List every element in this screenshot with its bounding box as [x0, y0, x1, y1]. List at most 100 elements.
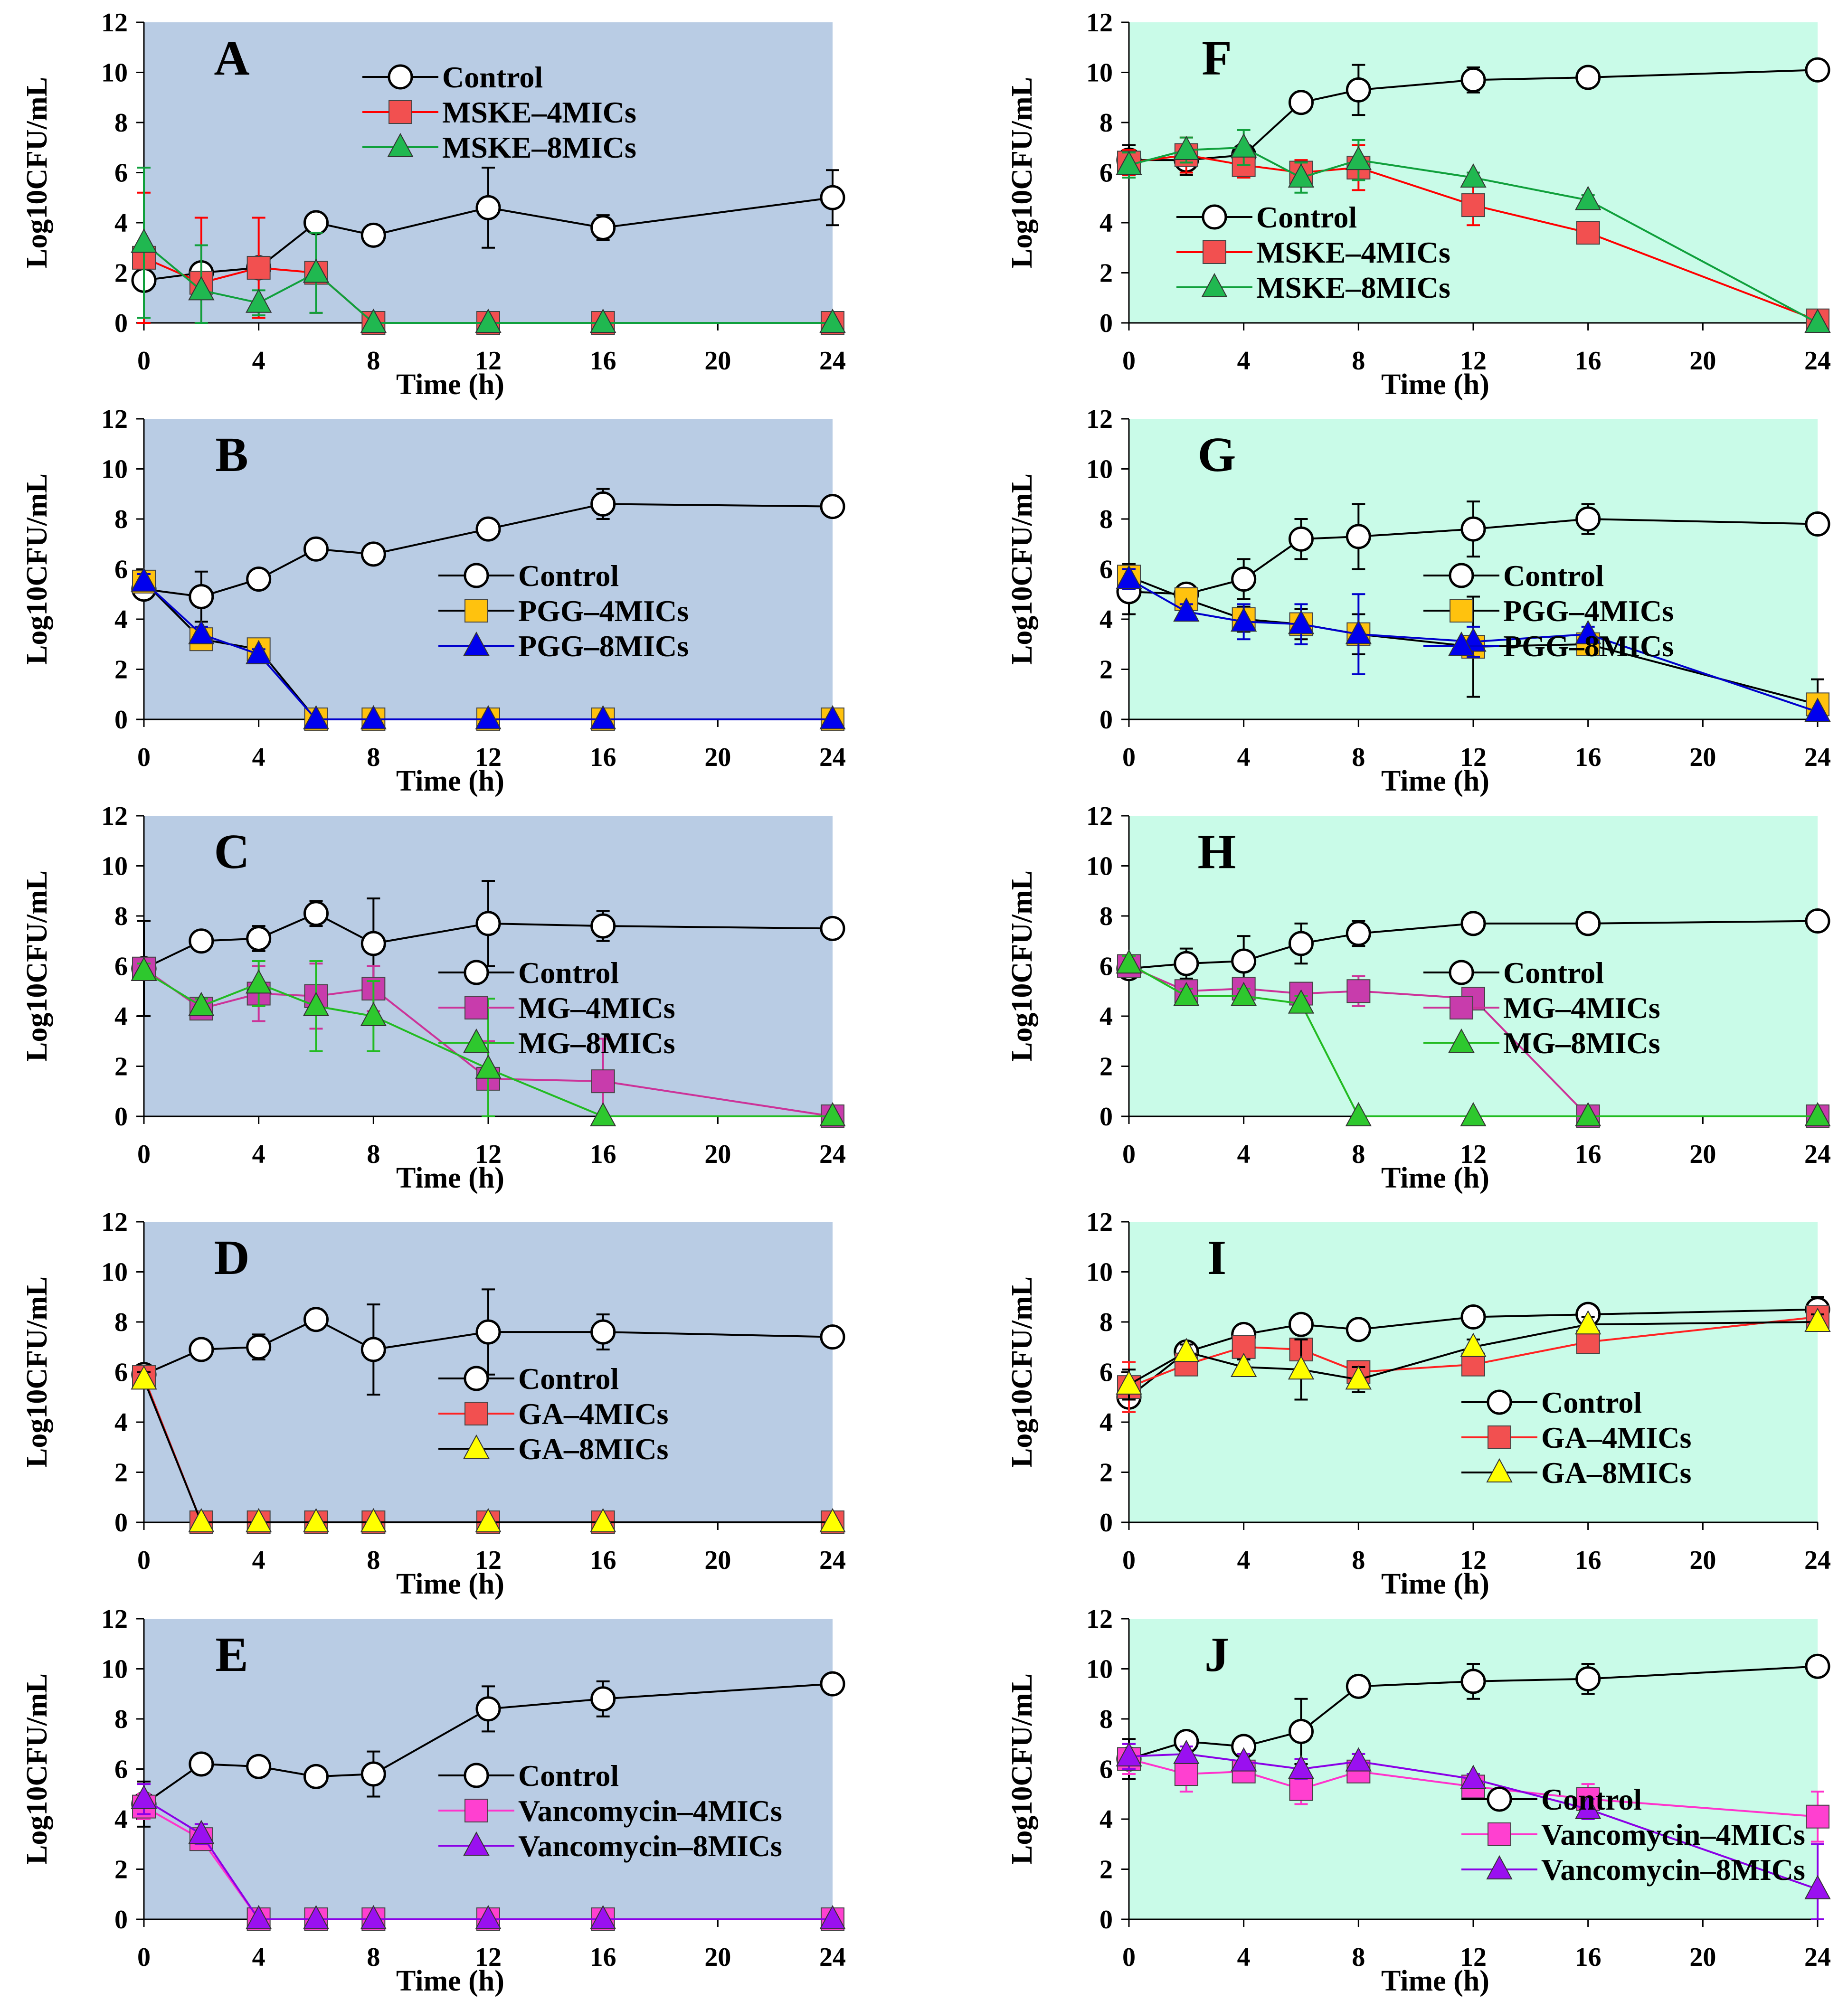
x-tick-label: 8: [1352, 346, 1365, 376]
legend-marker: [463, 1028, 490, 1053]
y-tick-label: 0: [114, 705, 128, 735]
x-axis-title: Time (h): [396, 1965, 504, 1997]
y-tick-label: 10: [1086, 852, 1113, 881]
x-tick-label: 16: [590, 1546, 616, 1575]
legend-label: Control: [518, 1362, 619, 1396]
legend-label: MG–8MICs: [518, 1026, 675, 1060]
legend-item: GA–4MICs: [438, 1397, 668, 1431]
data-point: [1289, 90, 1314, 115]
data-point: [246, 566, 272, 592]
data-point: [1230, 133, 1257, 158]
data-point: [189, 1751, 214, 1777]
series-line: [1128, 578, 1818, 713]
x-tick-label: 12: [1460, 346, 1487, 376]
y-tick-label: 6: [114, 952, 128, 981]
data-point: [475, 1696, 501, 1722]
data-point: [131, 1784, 157, 1809]
legend-label: Control: [1541, 1386, 1642, 1419]
series-ga-8: [131, 1365, 846, 1532]
data-point: [1574, 620, 1602, 644]
panel-letter: J: [1204, 1627, 1229, 1682]
data-point: [820, 915, 845, 941]
x-tick-label: 4: [1237, 1546, 1251, 1575]
legend-label: PGG–8MICs: [518, 629, 689, 663]
y-tick-label: 8: [114, 108, 128, 138]
y-tick-label: 0: [114, 1102, 128, 1132]
legend-marker: [464, 1402, 488, 1425]
x-tick-label: 16: [1575, 1943, 1602, 1972]
x-tick-label: 24: [1804, 1546, 1831, 1575]
x-tick-label: 20: [704, 1943, 731, 1972]
y-tick-label: 12: [101, 405, 128, 434]
data-point: [1289, 1777, 1313, 1801]
data-point: [819, 705, 846, 729]
x-axis-title: Time (h): [1381, 368, 1489, 401]
x-tick-label: 8: [367, 346, 380, 376]
data-point: [590, 215, 616, 241]
panel-letter: E: [215, 1627, 248, 1682]
x-tick-label: 8: [367, 1943, 380, 1972]
panel-letter: G: [1198, 427, 1236, 482]
x-tick-label: 20: [1689, 1140, 1716, 1169]
y-tick-label: 0: [1099, 309, 1113, 338]
y-tick-label: 4: [114, 208, 128, 238]
x-tick-label: 16: [590, 1140, 616, 1169]
series-line: [143, 1379, 833, 1523]
panel-letter: A: [214, 31, 249, 85]
data-point: [1288, 1755, 1315, 1779]
legend-item: Control: [438, 956, 619, 990]
x-tick-label: 20: [1689, 1943, 1716, 1972]
data-point: [303, 1764, 329, 1789]
data-point: [1173, 135, 1200, 160]
data-point: [1460, 1102, 1487, 1126]
data-point: [188, 1508, 215, 1532]
data-point: [1289, 1718, 1314, 1744]
legend-marker: [1487, 1786, 1512, 1812]
data-point: [590, 913, 616, 939]
x-tick-label: 12: [1460, 743, 1487, 772]
legend-label: Control: [518, 956, 619, 990]
y-tick-label: 0: [1099, 705, 1113, 735]
legend-marker: [464, 960, 489, 985]
data-point: [303, 210, 329, 236]
data-point: [360, 705, 387, 729]
data-point: [589, 1102, 616, 1126]
data-point: [1345, 620, 1372, 644]
legend-marker: [1449, 563, 1474, 588]
legend-item: PGG–8MICs: [1423, 629, 1674, 663]
data-point: [303, 1905, 330, 1929]
y-tick-label: 8: [1099, 902, 1113, 931]
legend-item: MG–4MICs: [438, 991, 675, 1025]
y-tick-label: 4: [1099, 1805, 1113, 1834]
legend-label: Control: [1503, 559, 1604, 593]
x-tick-label: 4: [1237, 1140, 1251, 1169]
x-axis-title: Time (h): [396, 1568, 504, 1600]
x-axis-title: Time (h): [396, 765, 504, 797]
legend-label: GA–8MICs: [1541, 1456, 1691, 1490]
data-point: [188, 991, 215, 1016]
legend-label: MG–4MICs: [1503, 991, 1660, 1025]
data-point: [1230, 981, 1257, 1006]
x-tick-label: 4: [1237, 346, 1251, 376]
data-point: [819, 308, 846, 333]
data-point: [131, 1365, 157, 1390]
y-tick-label: 6: [114, 555, 128, 585]
x-axis-title: Time (h): [396, 368, 504, 401]
legend-label: MSKE–8MICs: [1256, 271, 1450, 304]
y-tick-label: 6: [1099, 555, 1113, 585]
data-point: [360, 1337, 386, 1362]
legend-marker: [389, 100, 412, 124]
legend-label: Control: [518, 559, 619, 593]
x-tick-label: 12: [475, 743, 502, 772]
y-tick-label: 6: [1099, 1358, 1113, 1387]
x-axis-title: Time (h): [1381, 1568, 1489, 1600]
x-tick-label: 16: [590, 1943, 616, 1972]
y-tick-label: 6: [114, 1755, 128, 1784]
x-tick-label: 24: [819, 1546, 846, 1575]
data-point: [1805, 1653, 1830, 1679]
y-tick-label: 6: [114, 159, 128, 188]
y-axis-title: Log10CFU/mL: [21, 870, 53, 1062]
series-line: [1128, 146, 1818, 324]
